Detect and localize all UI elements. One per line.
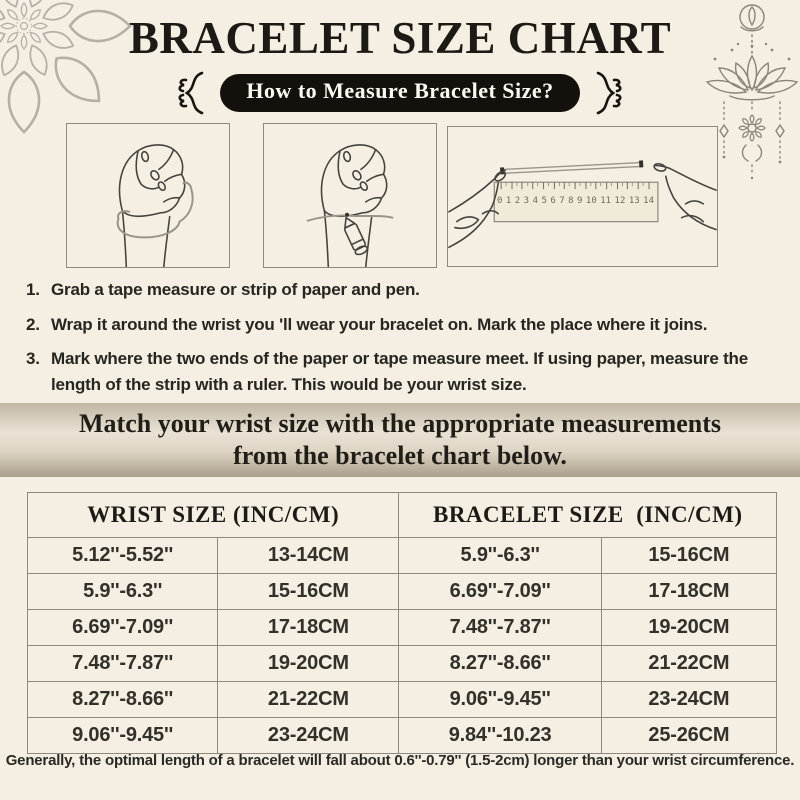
footer-note: Generally, the optimal length of a brace…	[5, 752, 795, 769]
table-cell: 21-22CM	[600, 645, 778, 682]
flourish-right-icon	[596, 71, 622, 115]
table-cell: 19-20CM	[600, 609, 778, 646]
table-cell: 6.69''-7.09''	[26, 609, 219, 646]
ruler-number: 10	[585, 196, 597, 206]
step-text: Wrap it around the wrist you 'll wear yo…	[51, 314, 708, 334]
ruler-number: 5	[541, 196, 547, 206]
match-size-banner: Match your wrist size with the appropria…	[0, 403, 800, 477]
step-2: 2. Wrap it around the wrist you 'll wear…	[26, 312, 788, 338]
instruction-steps: 1. Grab a tape measure or strip of paper…	[26, 277, 788, 406]
table-cell: 9.06''-9.45''	[26, 717, 219, 754]
step-1: 1. Grab a tape measure or strip of paper…	[26, 277, 788, 303]
step3-illustration-ruler-measuring: 0 1 2 3 4 5 6 7 8 9 10 11 12 13 14	[447, 126, 718, 267]
table-cell: 17-18CM	[600, 573, 778, 610]
ruler-number: 2	[514, 196, 521, 206]
ruler-number: 4	[532, 196, 538, 206]
table-cell: 15-16CM	[600, 537, 778, 574]
ruler-number: 11	[600, 196, 612, 206]
table-cell: 21-22CM	[217, 681, 400, 718]
ruler-scale-numbers: 0 1 2 3 4 5 6 7 8 9 10 11 12 13 14	[497, 196, 654, 206]
table-cell: 23-24CM	[600, 681, 778, 718]
banner-line-1: Match your wrist size with the appropria…	[79, 408, 721, 438]
ruler-number: 9	[577, 196, 583, 206]
table-row: 6.69''-7.09'' 17-18CM 7.48''-7.87'' 19-20CM	[26, 609, 778, 646]
ruler-number: 1	[505, 196, 512, 206]
table-cell: 5.9''-6.3''	[398, 537, 602, 574]
table-cell: 7.48''-7.87''	[398, 609, 602, 646]
step1-illustration-fist-with-tape	[66, 123, 230, 268]
table-cell: 17-18CM	[217, 609, 400, 646]
ruler-number: 3	[523, 196, 530, 206]
ruler-number: 8	[568, 196, 574, 206]
step-number: 2.	[26, 314, 40, 334]
step-number: 3.	[26, 349, 40, 368]
table-cell: 25-26CM	[600, 717, 778, 754]
table-cell: 15-16CM	[217, 573, 400, 610]
step-text: Mark where the two ends of the paper or …	[51, 349, 748, 394]
table-cell: 8.27''-8.66''	[398, 645, 602, 682]
subtitle-row: How to Measure Bracelet Size?	[0, 70, 800, 116]
table-cell: 9.84''-10.23	[398, 717, 602, 754]
flourish-left-icon	[178, 71, 204, 115]
lotus-ornament-icon	[705, 4, 799, 180]
table-row: 5.12''-5.52'' 13-14CM 5.9''-6.3'' 15-16CM	[26, 537, 778, 574]
ruler-number: 7	[559, 196, 565, 206]
table-cell: 19-20CM	[217, 645, 400, 682]
table-row: 8.27''-8.66'' 21-22CM 9.06''-9.45'' 23-24CM	[26, 681, 778, 718]
step2-illustration-fist-with-pen	[263, 123, 437, 268]
size-table: WRIST SIZE (INC/CM) BRACELET SIZE (INC/C…	[26, 492, 778, 754]
table-cell: 6.69''-7.09''	[398, 573, 602, 610]
size-table-body: 5.12''-5.52'' 13-14CM 5.9''-6.3'' 15-16CM 5.…	[26, 537, 778, 754]
ruler-number: 13	[628, 196, 640, 206]
mandala-flower-icon	[0, 0, 132, 134]
bracelet-size-header: BRACELET SIZE (INC/CM)	[398, 492, 777, 538]
table-cell: 7.48''-7.87''	[26, 645, 219, 682]
table-row: 9.06''-9.45'' 23-24CM 9.84''-10.23 25-26CM	[26, 717, 778, 754]
ruler-number: 6	[550, 196, 556, 206]
table-cell: 9.06''-9.45''	[398, 681, 602, 718]
ruler-number: 12	[614, 196, 626, 206]
table-row: 5.9''-6.3'' 15-16CM 6.69''-7.09'' 17-18CM	[26, 573, 778, 610]
table-cell: 5.12''-5.52''	[26, 537, 219, 574]
table-cell: 8.27''-8.66''	[26, 681, 219, 718]
table-cell: 13-14CM	[217, 537, 400, 574]
table-cell: 5.9''-6.3''	[26, 573, 219, 610]
step-3: 3. Mark where the two ends of the paper …	[26, 346, 788, 397]
table-row: 7.48''-7.87'' 19-20CM 8.27''-8.66'' 21-22CM	[26, 645, 778, 682]
step-number: 1.	[26, 280, 40, 299]
subtitle-pill: How to Measure Bracelet Size?	[220, 74, 580, 112]
ruler-number: 14	[643, 196, 654, 206]
banner-line-2: from the bracelet chart below.	[233, 441, 567, 470]
table-header-row: WRIST SIZE (INC/CM) BRACELET SIZE (INC/C…	[26, 492, 777, 538]
table-cell: 23-24CM	[217, 717, 400, 754]
page-title: BRACELET SIZE CHART	[128, 13, 672, 63]
wrist-size-header: WRIST SIZE (INC/CM)	[26, 492, 400, 538]
step-text: Grab a tape measure or strip of paper an…	[51, 280, 420, 299]
ruler-number: 0	[497, 196, 503, 206]
